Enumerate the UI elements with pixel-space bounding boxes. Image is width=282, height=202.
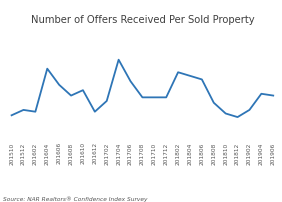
Title: Number of Offers Received Per Sold Property: Number of Offers Received Per Sold Prope…	[31, 15, 254, 25]
Text: Source: NAR Realtors® Confidence Index Survey: Source: NAR Realtors® Confidence Index S…	[3, 195, 147, 201]
